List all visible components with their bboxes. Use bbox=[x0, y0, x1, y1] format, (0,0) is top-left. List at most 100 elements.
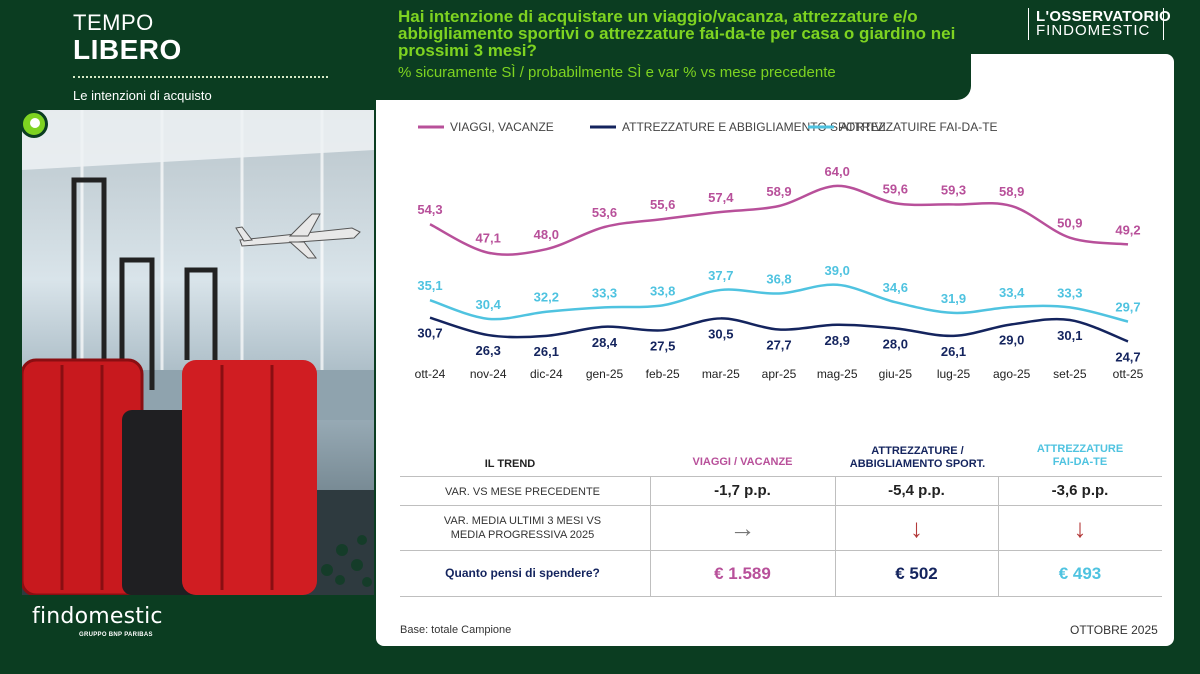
question-subtitle: % sicuramente SÌ / probabilmente SÌ e va… bbox=[398, 64, 836, 81]
data-label: 28,9 bbox=[825, 333, 850, 348]
data-label: 58,9 bbox=[766, 184, 791, 199]
x-tick-label: feb-25 bbox=[646, 367, 680, 381]
row-label-var-mese: VAR. VS MESE PRECEDENTE bbox=[444, 486, 601, 498]
trend-col-sport-line2: ABBIGLIAMENTO SPORT. bbox=[849, 458, 986, 470]
data-label: 54,3 bbox=[417, 202, 442, 217]
spend-viaggi: € 1.589 bbox=[714, 564, 771, 583]
trend-heading: IL TREND bbox=[484, 458, 536, 470]
row-label-var-media: VAR. MEDIA ULTIMI 3 MESI VS MEDIA PROGRE… bbox=[400, 514, 645, 542]
trend-col-faidate-line1: ATTREZZATURE bbox=[1036, 443, 1124, 455]
line-chart: VIAGGI, VACANZE ATTREZZATURE E ABBIGLIAME… bbox=[415, 120, 1144, 381]
report-date: OTTOBRE 2025 bbox=[1070, 623, 1158, 637]
x-axis-ticks: ott-24 nov-24 dic-24 gen-25 feb-25 mar-25 apr-… bbox=[415, 367, 1144, 381]
trend-col-sport: ATTREZZATURE / ABBIGLIAMENTO SPORT. bbox=[840, 445, 995, 471]
content-panel bbox=[376, 54, 1174, 646]
legend-label: ATTREZZATURE E ABBIGLIAMENTO SPORTIVI bbox=[622, 120, 886, 134]
data-label: 28,4 bbox=[592, 335, 618, 350]
x-tick-label: ott-25 bbox=[1113, 367, 1144, 381]
luggage-photo bbox=[22, 110, 374, 595]
data-label: 27,5 bbox=[650, 338, 675, 353]
findomestic-logo: findomestic bbox=[32, 604, 163, 629]
x-tick-label: gen-25 bbox=[586, 367, 624, 381]
trend-col-faidate: ATTREZZATURE FAI-DA-TE bbox=[1000, 443, 1160, 469]
brand-divider-right bbox=[1163, 8, 1164, 40]
trend-col-faidate-line2: FAI-DA-TE bbox=[1052, 456, 1108, 468]
table-divider bbox=[400, 596, 1162, 597]
x-tick-label: ott-24 bbox=[415, 367, 446, 381]
series-line bbox=[429, 316, 1129, 343]
data-label: 35,1 bbox=[417, 278, 442, 293]
question-title: Hai intenzione di acquistare un viaggio/… bbox=[398, 7, 956, 60]
table-col-divider bbox=[998, 476, 999, 596]
data-label: 58,9 bbox=[999, 184, 1024, 199]
arrow-down-icon: ↓ bbox=[910, 513, 923, 543]
x-tick-label: dic-24 bbox=[530, 367, 563, 381]
arrow-right-icon: → bbox=[729, 513, 756, 543]
data-label: 39,0 bbox=[825, 263, 850, 278]
legend-label: VIAGGI, VACANZE bbox=[450, 120, 554, 134]
data-label: 48,0 bbox=[534, 227, 559, 242]
section-subtitle: Le intenzioni di acquisto bbox=[73, 88, 212, 103]
data-label: 36,8 bbox=[766, 272, 791, 287]
x-tick-label: ago-25 bbox=[993, 367, 1031, 381]
logo-subtitle: GRUPPO BNP PARIBAS bbox=[79, 632, 153, 638]
brand-line1: L'OSSERVATORIO bbox=[1036, 8, 1172, 25]
table-divider bbox=[400, 550, 1162, 551]
x-tick-label: giu-25 bbox=[879, 367, 913, 381]
data-label: 59,6 bbox=[883, 181, 908, 196]
row-label-var-media-line2: MEDIA PROGRESSIVA 2025 bbox=[450, 529, 595, 541]
data-label: 31,9 bbox=[941, 291, 966, 306]
airplane-icon bbox=[235, 213, 361, 259]
data-label: 33,3 bbox=[1057, 285, 1082, 300]
arrow-down-icon: ↓ bbox=[1073, 513, 1087, 543]
series-data-labels: 54,3 47,1 48,0 53,6 55,6 57,4 58,9 64,0 59,6 59,3… bbox=[417, 164, 1140, 365]
table-col-divider bbox=[650, 476, 651, 596]
x-tick-label: mar-25 bbox=[702, 367, 740, 381]
data-label: 28,0 bbox=[883, 336, 908, 351]
data-label: 32,2 bbox=[534, 290, 559, 305]
data-label: 27,7 bbox=[766, 338, 791, 353]
series-line bbox=[429, 184, 1129, 256]
x-tick-label: nov-24 bbox=[470, 367, 507, 381]
dotted-divider bbox=[73, 76, 328, 78]
panel-notch bbox=[376, 48, 971, 100]
brand-divider-left bbox=[1028, 8, 1029, 40]
data-label: 30,7 bbox=[417, 326, 442, 341]
var-mese-sport: -5,4 p.p. bbox=[888, 482, 945, 499]
data-label: 55,6 bbox=[650, 197, 675, 212]
x-tick-label: apr-25 bbox=[762, 367, 797, 381]
table-divider bbox=[400, 505, 1162, 506]
data-label: 30,1 bbox=[1057, 328, 1082, 343]
data-label: 47,1 bbox=[476, 231, 501, 246]
x-tick-label: lug-25 bbox=[937, 367, 971, 381]
data-label: 29,7 bbox=[1115, 300, 1140, 315]
data-label: 29,0 bbox=[999, 332, 1024, 347]
data-label: 26,1 bbox=[941, 344, 966, 359]
data-label: 53,6 bbox=[592, 205, 617, 220]
series-lines bbox=[429, 184, 1129, 343]
table-divider bbox=[400, 476, 1162, 477]
data-label: 57,4 bbox=[708, 190, 734, 205]
data-label: 50,9 bbox=[1057, 216, 1082, 231]
table-col-divider bbox=[835, 476, 836, 596]
eye-icon bbox=[20, 110, 48, 138]
data-label: 34,6 bbox=[883, 280, 908, 295]
data-label: 64,0 bbox=[825, 164, 850, 179]
var-mese-viaggi: -1,7 p.p. bbox=[714, 482, 771, 499]
spend-faidate: € 493 bbox=[1058, 564, 1102, 583]
chart-legend: VIAGGI, VACANZE ATTREZZATURE E ABBIGLIAME… bbox=[418, 120, 998, 134]
trend-col-sport-line1: ATTREZZATURE / bbox=[871, 445, 964, 457]
spend-sport: € 502 bbox=[895, 564, 938, 583]
data-label: 30,4 bbox=[476, 297, 502, 312]
data-label: 59,3 bbox=[941, 182, 966, 197]
data-label: 49,2 bbox=[1115, 222, 1140, 237]
data-label: 30,5 bbox=[708, 326, 733, 341]
var-mese-faidate: -3,6 p.p. bbox=[1051, 482, 1109, 499]
data-label: 33,3 bbox=[592, 285, 617, 300]
row-label-spend: Quanto pensi di spendere? bbox=[445, 566, 600, 580]
legend-label: ATTREZZATUIRE FAI-DA-TE bbox=[840, 120, 998, 134]
x-tick-label: mag-25 bbox=[817, 367, 858, 381]
base-note: Base: totale Campione bbox=[400, 624, 512, 636]
data-label: 24,7 bbox=[1115, 349, 1140, 364]
section-title-line2: LIBERO bbox=[73, 34, 182, 65]
